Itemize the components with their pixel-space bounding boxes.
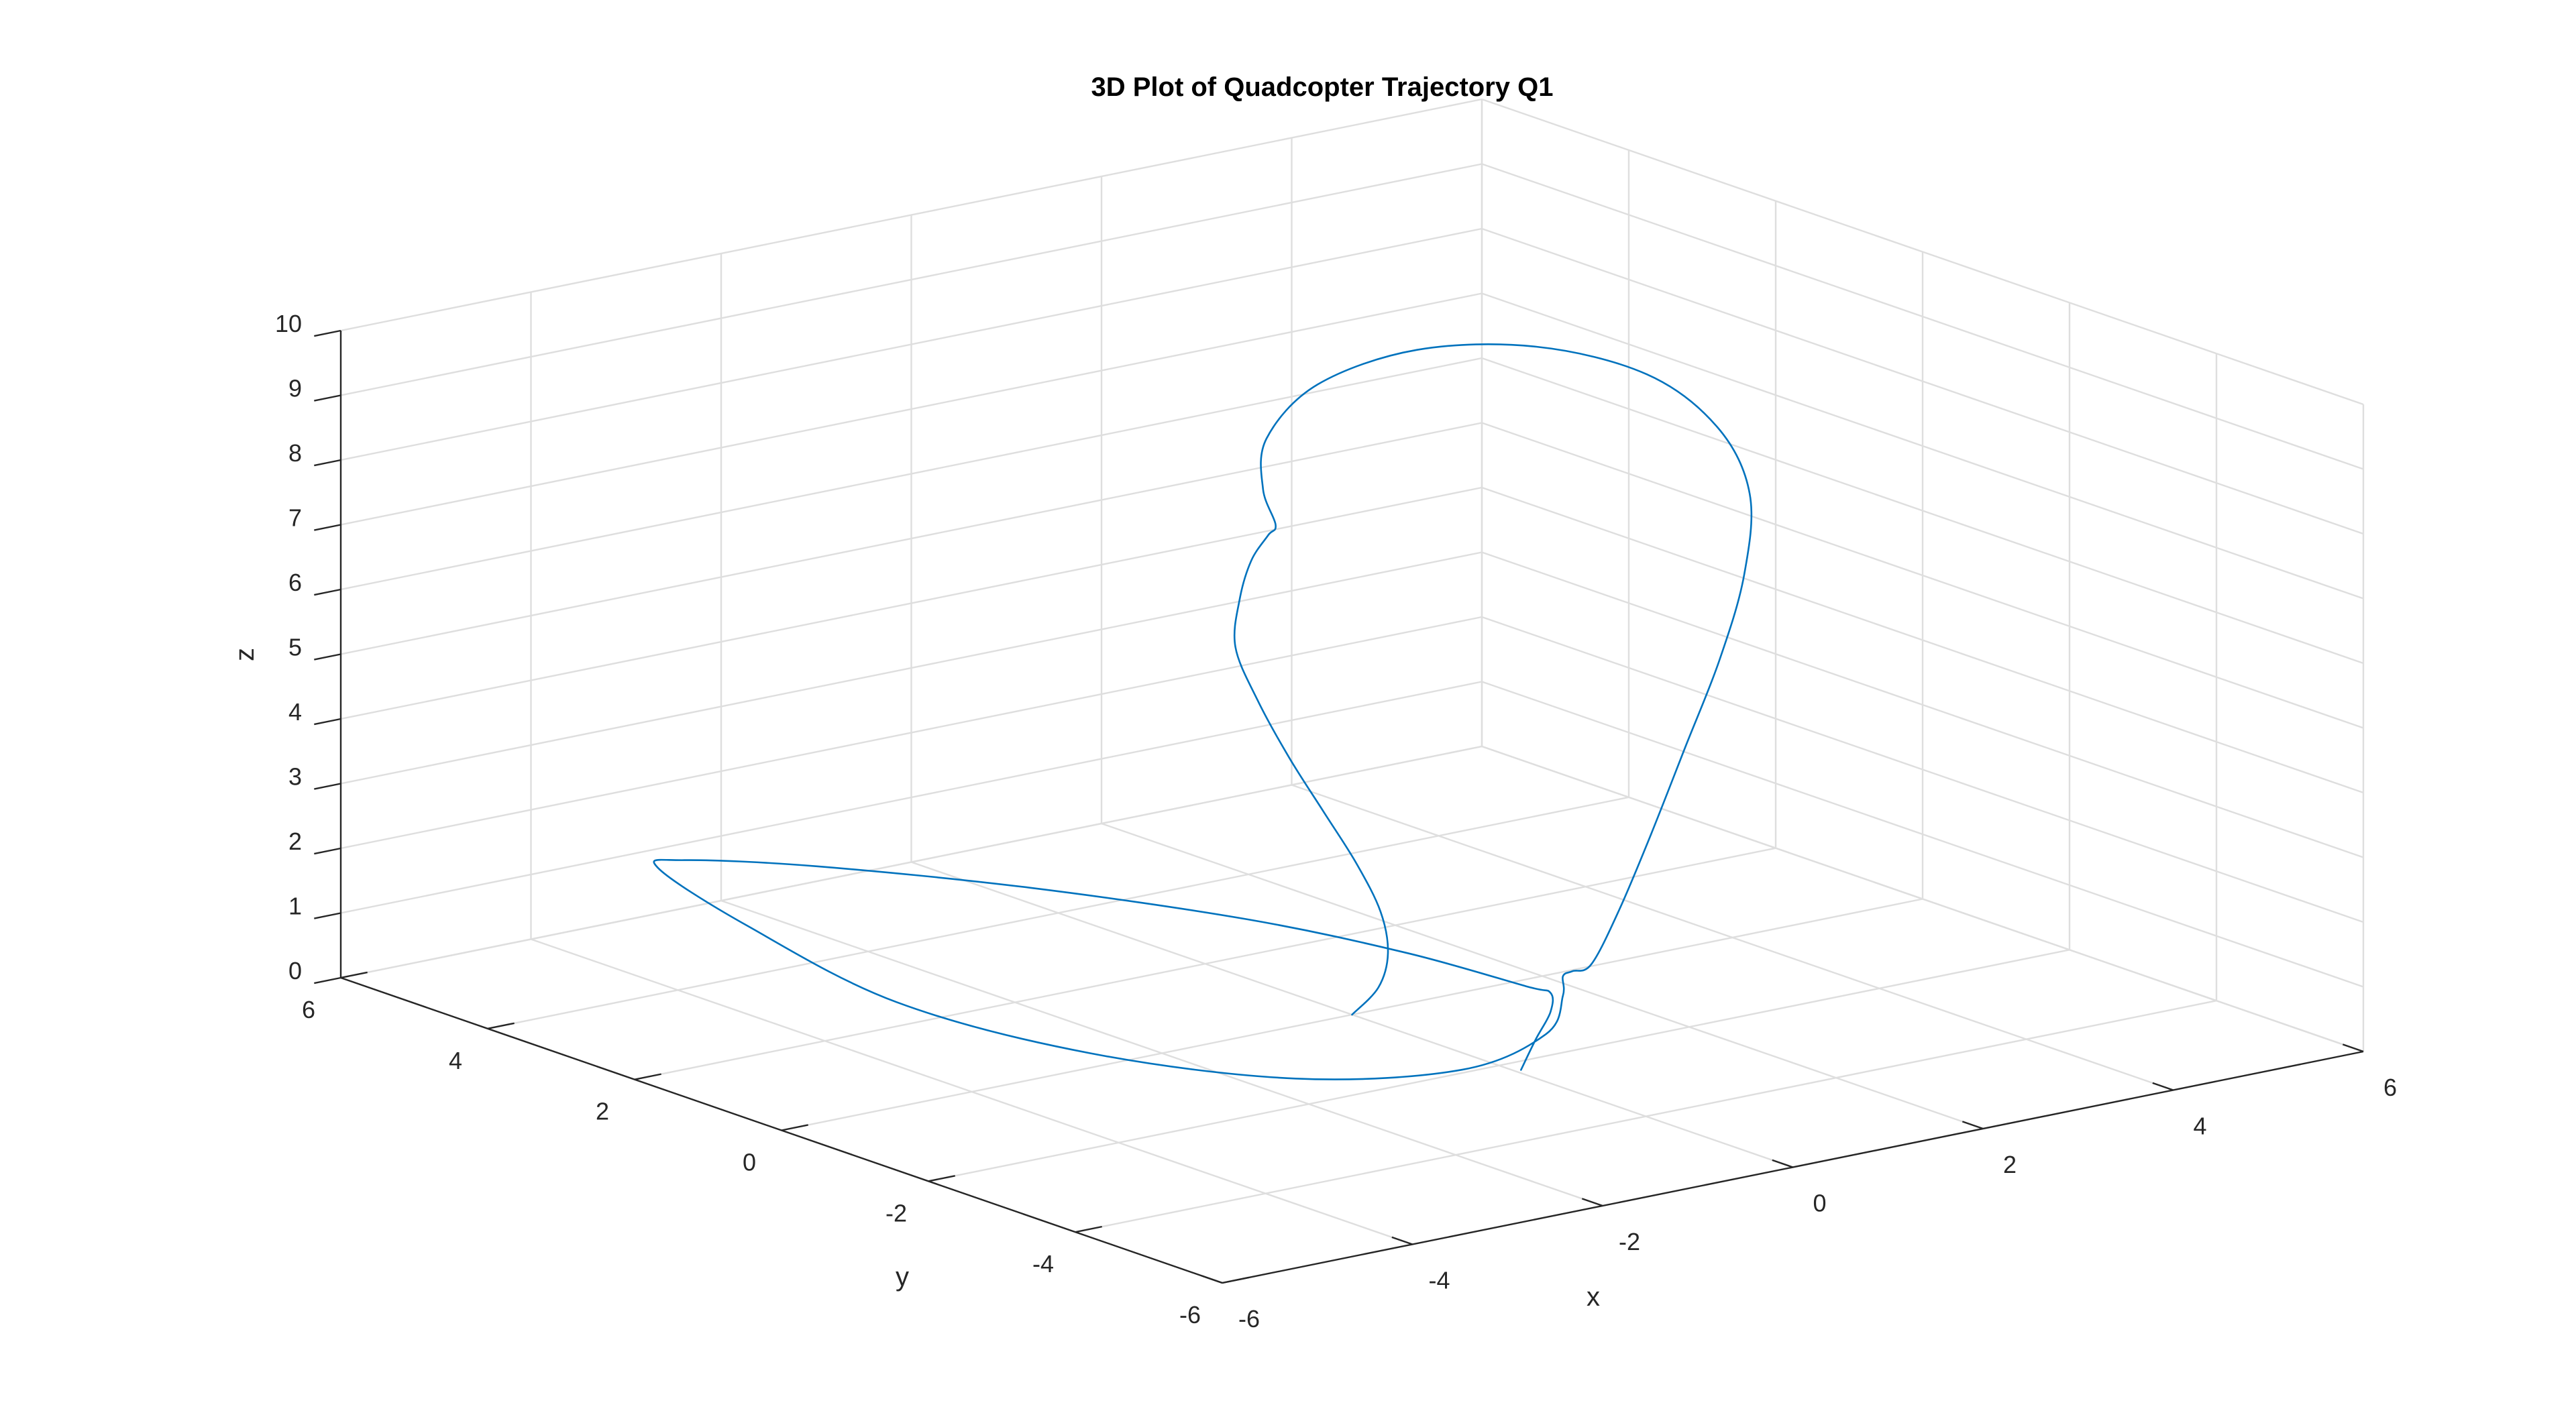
z-tick-label: 10 [275,310,302,337]
series-layer [653,343,1753,1080]
y-tick-label: -6 [1179,1301,1201,1329]
z-tick-mark [314,783,341,790]
y-tick-mark [340,971,368,979]
back-wall-grid-line-z [340,616,1483,850]
chart-title: 3D Plot of Quadcopter Trajectory Q1 [1091,72,1553,102]
y-tick-label: 2 [596,1098,609,1125]
x-tick-label: 0 [1813,1190,1826,1217]
z-tick-label: 3 [288,763,302,791]
floor-grid-line-y [1075,999,2217,1233]
side-wall-grid-line-z [1481,745,2364,1053]
y-tick-label: 6 [302,996,315,1023]
side-wall-grid-line-z [1481,681,2364,988]
side-wall-grid-line-z [1481,616,2364,923]
back-wall-grid-line-z [340,551,1483,785]
side-wall-grid-line-z [1481,163,2364,470]
z-tick-mark [314,847,341,855]
x-tick-label: -2 [1619,1228,1640,1255]
y-tick-mark [1222,1276,1249,1284]
back-wall-grid-line-z [340,357,1483,591]
y-axis-label: y [896,1262,909,1292]
z-tick-mark [314,329,341,337]
grid-layer [339,98,2365,1284]
side-wall-grid-line-z [1481,422,2364,729]
side-wall-grid-line-z [1481,227,2364,535]
z-tick-mark [314,718,341,726]
floor-grid-line-y [487,796,1629,1030]
back-wall-grid-line-z [340,98,1483,332]
back-wall-grid-line-z [340,163,1483,396]
y-tick-label: 0 [743,1149,756,1176]
x-tick-mark [1772,1159,1793,1168]
back-wall-grid-line-z [340,422,1483,655]
back-wall-grid-line-z [340,745,1483,979]
z-tick-label: 0 [288,957,302,984]
z-tick-mark [314,976,341,984]
x-tick-mark [2152,1082,2174,1091]
x-tick-mark [1962,1121,1984,1130]
x-tick-label: 4 [2193,1113,2206,1140]
axes-layer [314,329,2364,1284]
back-wall-grid-line-z [340,681,1483,914]
side-wall-grid-line-z [1481,98,2364,406]
y-tick-mark [1075,1225,1102,1233]
back-wall-grid-line-z [340,227,1483,461]
y-tick-mark [928,1175,955,1182]
x-tick-mark [2342,1043,2364,1053]
z-axis-label: z [230,648,260,661]
z-tick-mark [314,588,341,596]
x-tick-mark [1581,1198,1603,1207]
y-tick-mark [781,1124,808,1131]
x-tick-label: -4 [1428,1267,1450,1294]
floor-grid-line-y [928,949,2070,1182]
trajectory-line-1 [653,343,1753,1080]
x-tick-mark [1391,1236,1413,1245]
z-tick-mark [314,459,341,467]
z-tick-mark [314,653,341,661]
z-tick-label: 6 [288,569,302,596]
z-tick-label: 2 [288,828,302,855]
z-tick-mark [314,524,341,531]
x-tick-label: -6 [1238,1305,1260,1333]
back-wall-grid-line-z [340,486,1483,720]
x-axis-label: x [1587,1282,1600,1312]
floor-grid-line-y [634,847,1776,1080]
y-tick-label: -2 [885,1199,907,1227]
y-tick-mark [487,1022,515,1030]
z-tick-label: 7 [288,504,302,532]
x-tick-label: 6 [2383,1074,2397,1101]
y-tick-label: -4 [1032,1250,1054,1278]
y-tick-mark [634,1073,661,1080]
x-tick-label: 2 [2003,1151,2017,1178]
side-wall-grid-line-z [1481,551,2364,858]
side-wall-grid-line-z [1481,486,2364,794]
z-tick-mark [314,912,341,919]
z-tick-label: 4 [288,698,302,726]
side-wall-grid-line-z [1481,357,2364,665]
z-tick-label: 9 [288,375,302,402]
z-tick-label: 8 [288,439,302,467]
z-tick-mark [314,394,341,402]
z-tick-label: 5 [288,634,302,661]
z-tick-label: 1 [288,893,302,920]
x-tick-mark [1201,1275,1223,1284]
side-wall-grid-line-z [1481,292,2364,600]
back-wall-grid-line-z [340,292,1483,526]
y-tick-label: 4 [449,1047,462,1074]
